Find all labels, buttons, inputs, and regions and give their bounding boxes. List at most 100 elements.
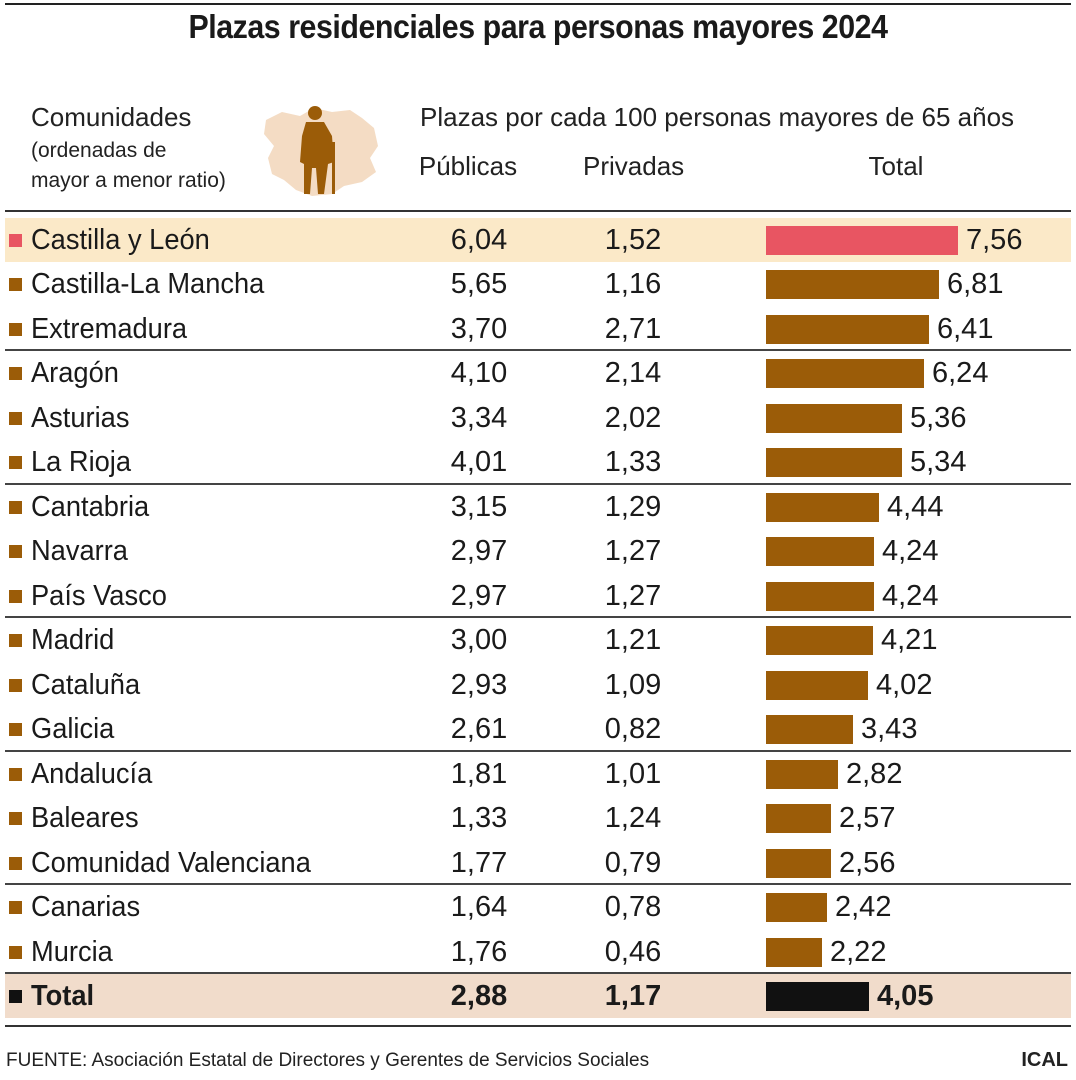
private-value: 1,52 [604, 224, 662, 256]
total-bar [766, 759, 838, 789]
total-value: 7,56 [966, 224, 1023, 256]
total-bar [766, 937, 822, 967]
community-name: Asturias [31, 401, 130, 434]
row-marker-icon [9, 678, 22, 692]
total-value: 6,81 [947, 268, 1004, 301]
community-name: Cantabria [31, 490, 150, 523]
row-marker-icon [9, 767, 22, 781]
total-bar [766, 359, 924, 389]
table-row: La Rioja 4,01 1,33 5,34 [5, 440, 1071, 484]
brand-logo-text: ICAL [1021, 1049, 1068, 1071]
table-row: Cataluña 2,93 1,09 4,02 [5, 663, 1071, 707]
bottom-rule [5, 1025, 1071, 1027]
row-marker-icon [9, 456, 22, 470]
total-value: 4,05 [877, 979, 934, 1012]
total-value: 5,34 [910, 446, 967, 479]
row-marker-icon [9, 234, 22, 247]
total-value: 6,41 [937, 312, 994, 345]
private-value: 0,82 [604, 713, 662, 746]
header-rule [5, 210, 1071, 212]
total-bar [766, 893, 827, 923]
total-value: 4,21 [881, 624, 938, 657]
total-bar [766, 492, 879, 522]
row-marker-icon [9, 856, 22, 870]
public-value: 1,77 [450, 846, 508, 879]
public-value: 3,70 [450, 312, 508, 345]
private-value: 1,16 [604, 268, 662, 301]
row-marker-icon [9, 367, 22, 381]
column-header-private: Privadas [583, 151, 685, 181]
castilla-leon-map-person-icon [264, 106, 378, 196]
public-value: 5,65 [450, 268, 508, 301]
row-marker-icon [9, 723, 22, 737]
table-row: Madrid 3,00 1,21 4,21 [5, 618, 1071, 662]
public-value: 2,97 [450, 579, 508, 612]
community-name: Castilla-La Mancha [31, 268, 265, 301]
total-value: 2,82 [846, 757, 903, 790]
row-marker-icon [9, 411, 22, 425]
total-bar [766, 848, 831, 878]
order-note-line1: (ordenadas de [31, 139, 167, 162]
private-value: 2,71 [604, 312, 662, 345]
total-bar [766, 670, 868, 700]
total-value: 2,42 [835, 891, 892, 924]
total-bar [766, 314, 929, 344]
community-name: Cataluña [31, 668, 141, 701]
group-separator [5, 349, 1071, 352]
private-value: 1,09 [604, 668, 662, 701]
community-name: Madrid [31, 624, 115, 657]
total-bar [766, 804, 831, 834]
private-value: 0,79 [604, 846, 662, 879]
community-name: Aragón [31, 357, 119, 390]
row-marker-icon [9, 322, 22, 336]
order-note-line2: mayor a menor ratio) [31, 169, 226, 192]
public-value: 1,64 [450, 891, 508, 924]
group-separator [5, 616, 1071, 619]
private-value: 1,27 [604, 535, 662, 568]
row-marker-icon [9, 812, 22, 826]
group-separator [5, 971, 1071, 974]
total-value: 2,57 [839, 802, 896, 835]
private-value: 1,29 [604, 490, 662, 523]
table-row: Cantabria 3,15 1,29 4,44 [5, 485, 1071, 529]
table-row: Navarra 2,97 1,27 4,24 [5, 529, 1071, 573]
public-value: 3,34 [450, 401, 508, 434]
source-note: FUENTE: Asociación Estatal de Directores… [6, 1050, 650, 1071]
public-value: 4,10 [450, 357, 508, 390]
community-name: Castilla y León [31, 224, 210, 256]
total-bar [766, 226, 958, 255]
public-value: 2,93 [450, 668, 508, 701]
private-value: 2,14 [604, 357, 662, 390]
community-name: Galicia [31, 713, 115, 746]
private-value: 1,21 [604, 624, 662, 657]
row-marker-icon [9, 989, 22, 1003]
total-bar [766, 981, 869, 1011]
community-name: Extremadura [31, 312, 188, 345]
group-separator [5, 749, 1071, 752]
chart-title: Plazas residenciales para personas mayor… [188, 8, 888, 45]
table-row: País Vasco 2,97 1,27 4,24 [5, 574, 1071, 618]
row-marker-icon [9, 545, 22, 559]
public-value: 4,01 [450, 446, 508, 479]
table-row: Castilla y León 6,04 1,52 7,56 [5, 218, 1071, 262]
table-row: Aragón 4,10 2,14 6,24 [5, 351, 1071, 395]
private-value: 0,78 [604, 891, 662, 924]
public-value: 1,76 [450, 935, 508, 968]
public-value: 2,61 [450, 713, 508, 746]
column-header-public: Públicas [418, 151, 518, 181]
table-row: Baleares 1,33 1,24 2,57 [5, 796, 1071, 840]
community-name: Murcia [31, 935, 113, 968]
total-bar [766, 537, 874, 567]
community-name: Navarra [31, 535, 128, 568]
community-name: País Vasco [31, 579, 167, 612]
total-bar [766, 448, 902, 478]
total-bar [766, 403, 902, 433]
private-value: 1,27 [604, 579, 662, 612]
row-marker-icon [9, 901, 22, 915]
public-value: 3,15 [450, 490, 508, 523]
community-name: La Rioja [31, 446, 132, 479]
total-bar [766, 715, 853, 745]
table-row: Extremadura 3,70 2,71 6,41 [5, 307, 1071, 351]
public-value: 3,00 [450, 624, 508, 657]
total-value: 6,24 [932, 357, 989, 390]
